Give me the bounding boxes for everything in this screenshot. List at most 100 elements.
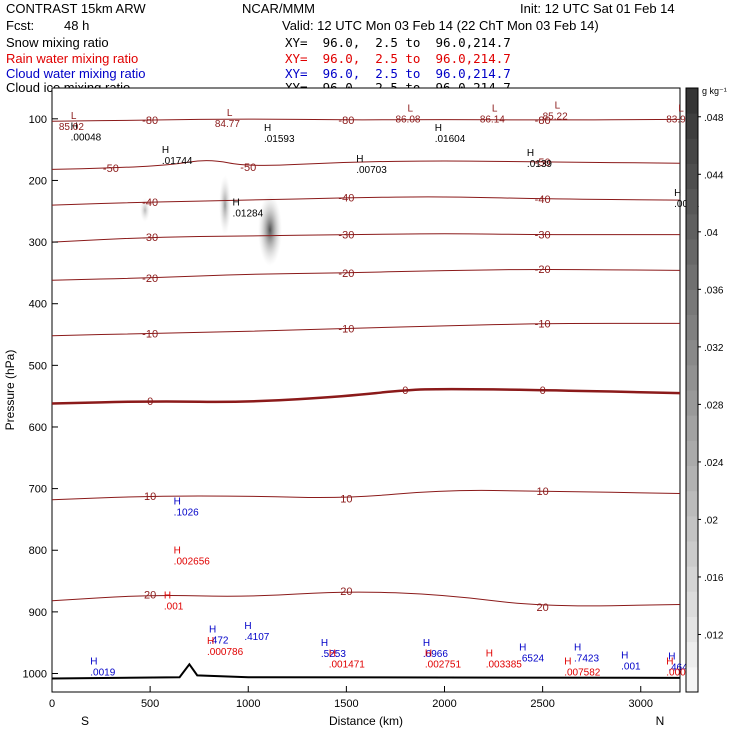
maximum-value: .6524	[519, 653, 544, 664]
maximum-marker: H	[356, 154, 363, 165]
colorbar-tick-label: .016	[704, 573, 724, 584]
field-cloudwater-xy: XY= 96.0, 2.5 to 96.0,214.7	[285, 66, 511, 81]
colorbar-segment	[686, 188, 698, 215]
init-time: Init: 12 UTC Sat 01 Feb 14	[520, 1, 675, 16]
colorbar-tick-label: .04	[704, 228, 718, 239]
temperature-contour	[51, 489, 681, 501]
temperature-contour	[51, 233, 680, 243]
y-tick-label: 700	[29, 484, 47, 496]
colorbar-segment	[686, 239, 698, 265]
contour-label: 10	[144, 491, 156, 503]
south-label: S	[81, 714, 89, 728]
maximum-marker: H	[527, 148, 534, 159]
maximum-marker: H	[486, 648, 493, 659]
maximum-marker: H	[423, 638, 430, 649]
maximum-marker: H	[668, 652, 675, 663]
forecast-hour: 48 h	[64, 18, 90, 33]
maximum-marker: H	[209, 624, 216, 635]
temperature-contour	[51, 269, 681, 281]
minimum-marker: L	[227, 108, 233, 119]
contour-label: -10	[142, 328, 158, 340]
maximum-marker: H	[174, 546, 181, 557]
colorbar-segment	[686, 213, 698, 240]
minimum-value: 84.77	[215, 119, 240, 130]
colorbar-segment	[686, 364, 698, 391]
y-tick-label: 1000	[23, 669, 47, 681]
field-snow-label: Snow mixing ratio	[6, 35, 109, 50]
temperature-contour	[51, 322, 680, 337]
maximum-marker: H	[71, 122, 78, 133]
y-tick-label: 600	[29, 422, 47, 434]
contour-label: 20	[340, 586, 352, 598]
contour-label: -20	[535, 264, 551, 276]
plot-area: -80 -80 -80 -50 -50 -50 -40 -40 -40 -30 -30 -30 -20 -…	[51, 87, 700, 693]
temperature-contour	[51, 118, 681, 122]
y-tick-label: 300	[29, 237, 47, 249]
colorbar-segment	[686, 566, 698, 592]
contour-label: 20	[144, 590, 156, 602]
contour-label: -80	[535, 115, 551, 127]
contour-label: -50	[535, 157, 551, 169]
maximum-marker: H	[233, 197, 240, 208]
contour-label: -40	[142, 197, 158, 209]
maximum-value: .7423	[574, 653, 599, 664]
minimum-value: 83.95	[666, 115, 691, 126]
contour-label: 0	[540, 385, 546, 397]
maximum-marker: H	[321, 638, 328, 649]
maximum-value: .002751	[425, 659, 462, 670]
maximum-value: .01593	[264, 134, 295, 145]
contour-label: -30	[338, 230, 354, 242]
colorbar-tick-label: .024	[704, 458, 724, 469]
field-snow-xy: XY= 96.0, 2.5 to 96.0,214.7	[285, 35, 511, 50]
maximum-value: .001	[621, 661, 641, 672]
field-rain-label: Rain water mixing ratio	[6, 51, 139, 66]
maximum-value: .472	[209, 635, 229, 646]
minimum-marker: L	[492, 104, 498, 115]
contour-label: -40	[338, 193, 354, 205]
colorbar-tick-label: .036	[704, 285, 724, 296]
maximum-marker: H	[621, 650, 628, 661]
colorbar-unit: g kg⁻¹	[702, 86, 727, 96]
minimum-marker: L	[555, 101, 561, 112]
cloud-ice-shading	[258, 194, 282, 266]
maximum-value: .01604	[435, 134, 466, 145]
model-title: CONTRAST 15km ARW	[6, 1, 146, 16]
contour-label: -50	[103, 163, 119, 175]
colorbar-segment	[686, 88, 698, 114]
maximum-marker: H	[162, 145, 169, 156]
maximum-value: .6966	[423, 649, 448, 660]
colorbar-segment	[686, 465, 698, 492]
contour-label: -20	[142, 273, 158, 285]
colorbar-segment	[686, 591, 698, 617]
temperature-contour	[51, 591, 681, 607]
colorbar-frame	[685, 87, 699, 693]
x-tick-label: 1000	[236, 698, 260, 710]
y-tick-label: 100	[29, 114, 47, 126]
colorbar-tick-label: .028	[704, 400, 724, 411]
maximum-value: .00703	[356, 165, 387, 176]
y-axis-label: Pressure (hPa)	[3, 350, 17, 431]
colorbar-tick-label: .032	[704, 343, 724, 354]
minimum-marker: L	[71, 111, 77, 122]
colorbar-tick-label: .044	[704, 170, 724, 181]
colorbar-tick-label: .048	[704, 113, 724, 124]
contour-label: -10	[338, 323, 354, 335]
x-tick-label: 1500	[334, 698, 358, 710]
contour-label: -80	[142, 115, 158, 127]
contour-label: -50	[240, 162, 256, 174]
x-axis-label: Distance (km)	[329, 714, 403, 728]
colorbar-segment	[686, 541, 698, 567]
valid-time: Valid: 12 UTC Mon 03 Feb 14 (22 ChT Mon …	[282, 18, 599, 33]
temperature-contour	[51, 196, 681, 206]
maximum-marker: H	[164, 591, 171, 602]
maximum-value: .5253	[321, 649, 346, 660]
contour-label: -20	[338, 268, 354, 280]
colorbar-segment	[686, 138, 698, 164]
contour-label: -80	[338, 115, 354, 127]
maximum-marker: H	[264, 123, 271, 134]
minimum-marker: L	[678, 104, 684, 115]
maximum-marker: H	[174, 496, 181, 507]
maximum-marker: H	[329, 648, 336, 659]
contour-label: 10	[340, 493, 352, 505]
